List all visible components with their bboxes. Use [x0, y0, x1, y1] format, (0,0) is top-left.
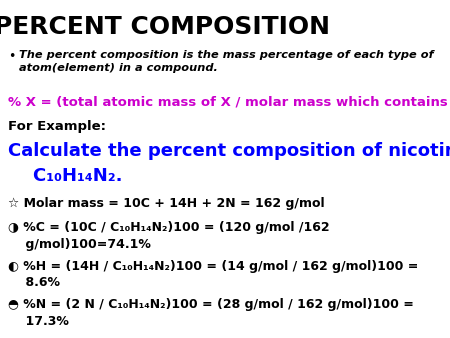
Text: Calculate the percent composition of nicotine,: Calculate the percent composition of nic… — [8, 142, 450, 160]
Text: ◑ %C = (10C / C₁₀H₁₄N₂)100 = (120 g/mol /162: ◑ %C = (10C / C₁₀H₁₄N₂)100 = (120 g/mol … — [8, 221, 329, 234]
Text: C₁₀H₁₄N₂.: C₁₀H₁₄N₂. — [8, 167, 122, 185]
Text: •: • — [8, 50, 15, 63]
Text: % X = (total atomic mass of X / molar mass which contains X): % X = (total atomic mass of X / molar ma… — [8, 95, 450, 108]
Text: ◓ %N = (2 N / C₁₀H₁₄N₂)100 = (28 g/mol / 162 g/mol)100 =: ◓ %N = (2 N / C₁₀H₁₄N₂)100 = (28 g/mol /… — [8, 298, 414, 311]
Text: ☆ Molar mass = 10C + 14H + 2N = 162 g/mol: ☆ Molar mass = 10C + 14H + 2N = 162 g/mo… — [8, 197, 324, 211]
Text: For Example:: For Example: — [8, 120, 106, 134]
Text: PERCENT COMPOSITION: PERCENT COMPOSITION — [0, 15, 329, 39]
Text: 8.6%: 8.6% — [8, 276, 60, 289]
Text: 17.3%: 17.3% — [8, 315, 69, 328]
Text: ◐ %H = (14H / C₁₀H₁₄N₂)100 = (14 g/mol / 162 g/mol)100 =: ◐ %H = (14H / C₁₀H₁₄N₂)100 = (14 g/mol /… — [8, 260, 418, 272]
Text: g/mol)100=74.1%: g/mol)100=74.1% — [8, 238, 151, 251]
Text: The percent composition is the mass percentage of each type of
atom(element) in : The percent composition is the mass perc… — [19, 50, 434, 73]
